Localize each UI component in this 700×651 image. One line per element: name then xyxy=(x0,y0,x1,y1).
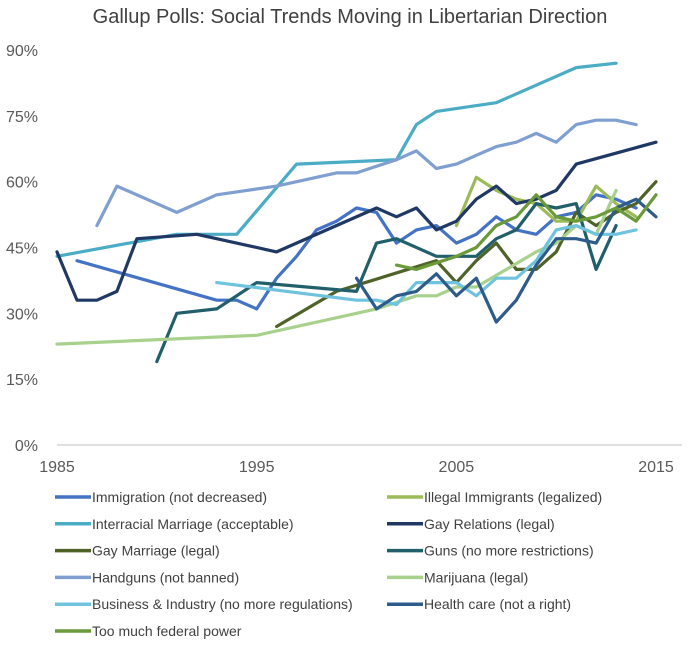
series-line-3 xyxy=(55,140,658,302)
y-tick-label: 90% xyxy=(6,43,38,60)
legend-label: Guns (no more restrictions) xyxy=(424,543,594,559)
legend-label: Business & Industry (no more regulations… xyxy=(92,596,353,612)
legend-label: Gay Relations (legal) xyxy=(424,516,555,532)
legend: Immigration (not decreased) Illegal Immig… xyxy=(55,489,602,639)
legend-label: Interracial Marriage (acceptable) xyxy=(92,516,294,532)
legend-label: Too much federal power xyxy=(92,623,242,639)
y-axis-ticks: 0% 15% 30% 45% 60% 75% 90% xyxy=(6,43,38,455)
series-line-10 xyxy=(394,193,658,271)
x-tick-label: 2015 xyxy=(638,459,674,476)
legend-label: Marijuana (legal) xyxy=(424,569,528,585)
chart-title: Gallup Polls: Social Trends Moving in Li… xyxy=(92,6,608,28)
y-tick-label: 15% xyxy=(6,372,38,389)
y-tick-label: 75% xyxy=(6,109,38,126)
x-tick-label: 1995 xyxy=(239,459,275,476)
x-tick-label: 2005 xyxy=(439,459,475,476)
series-line-7 xyxy=(55,188,618,346)
legend-label: Immigration (not decreased) xyxy=(92,489,267,505)
series-lines xyxy=(55,61,658,364)
series-line-9 xyxy=(354,197,658,324)
y-tick-label: 0% xyxy=(15,438,38,455)
legend-label: Gay Marriage (legal) xyxy=(92,543,220,559)
y-tick-label: 30% xyxy=(6,306,38,323)
series-line-6 xyxy=(95,118,638,228)
x-tick-label: 1985 xyxy=(39,459,75,476)
legend-label: Handguns (not banned) xyxy=(92,569,239,585)
legend-label: Illegal Immigrants (legalized) xyxy=(424,489,602,505)
y-tick-label: 60% xyxy=(6,175,38,192)
y-tick-label: 45% xyxy=(6,241,38,258)
legend-label: Health care (not a right) xyxy=(424,596,571,612)
series-line-1 xyxy=(454,175,638,228)
series-line-2 xyxy=(55,61,618,258)
x-axis-ticks: 1985 1995 2005 2015 xyxy=(39,459,674,476)
